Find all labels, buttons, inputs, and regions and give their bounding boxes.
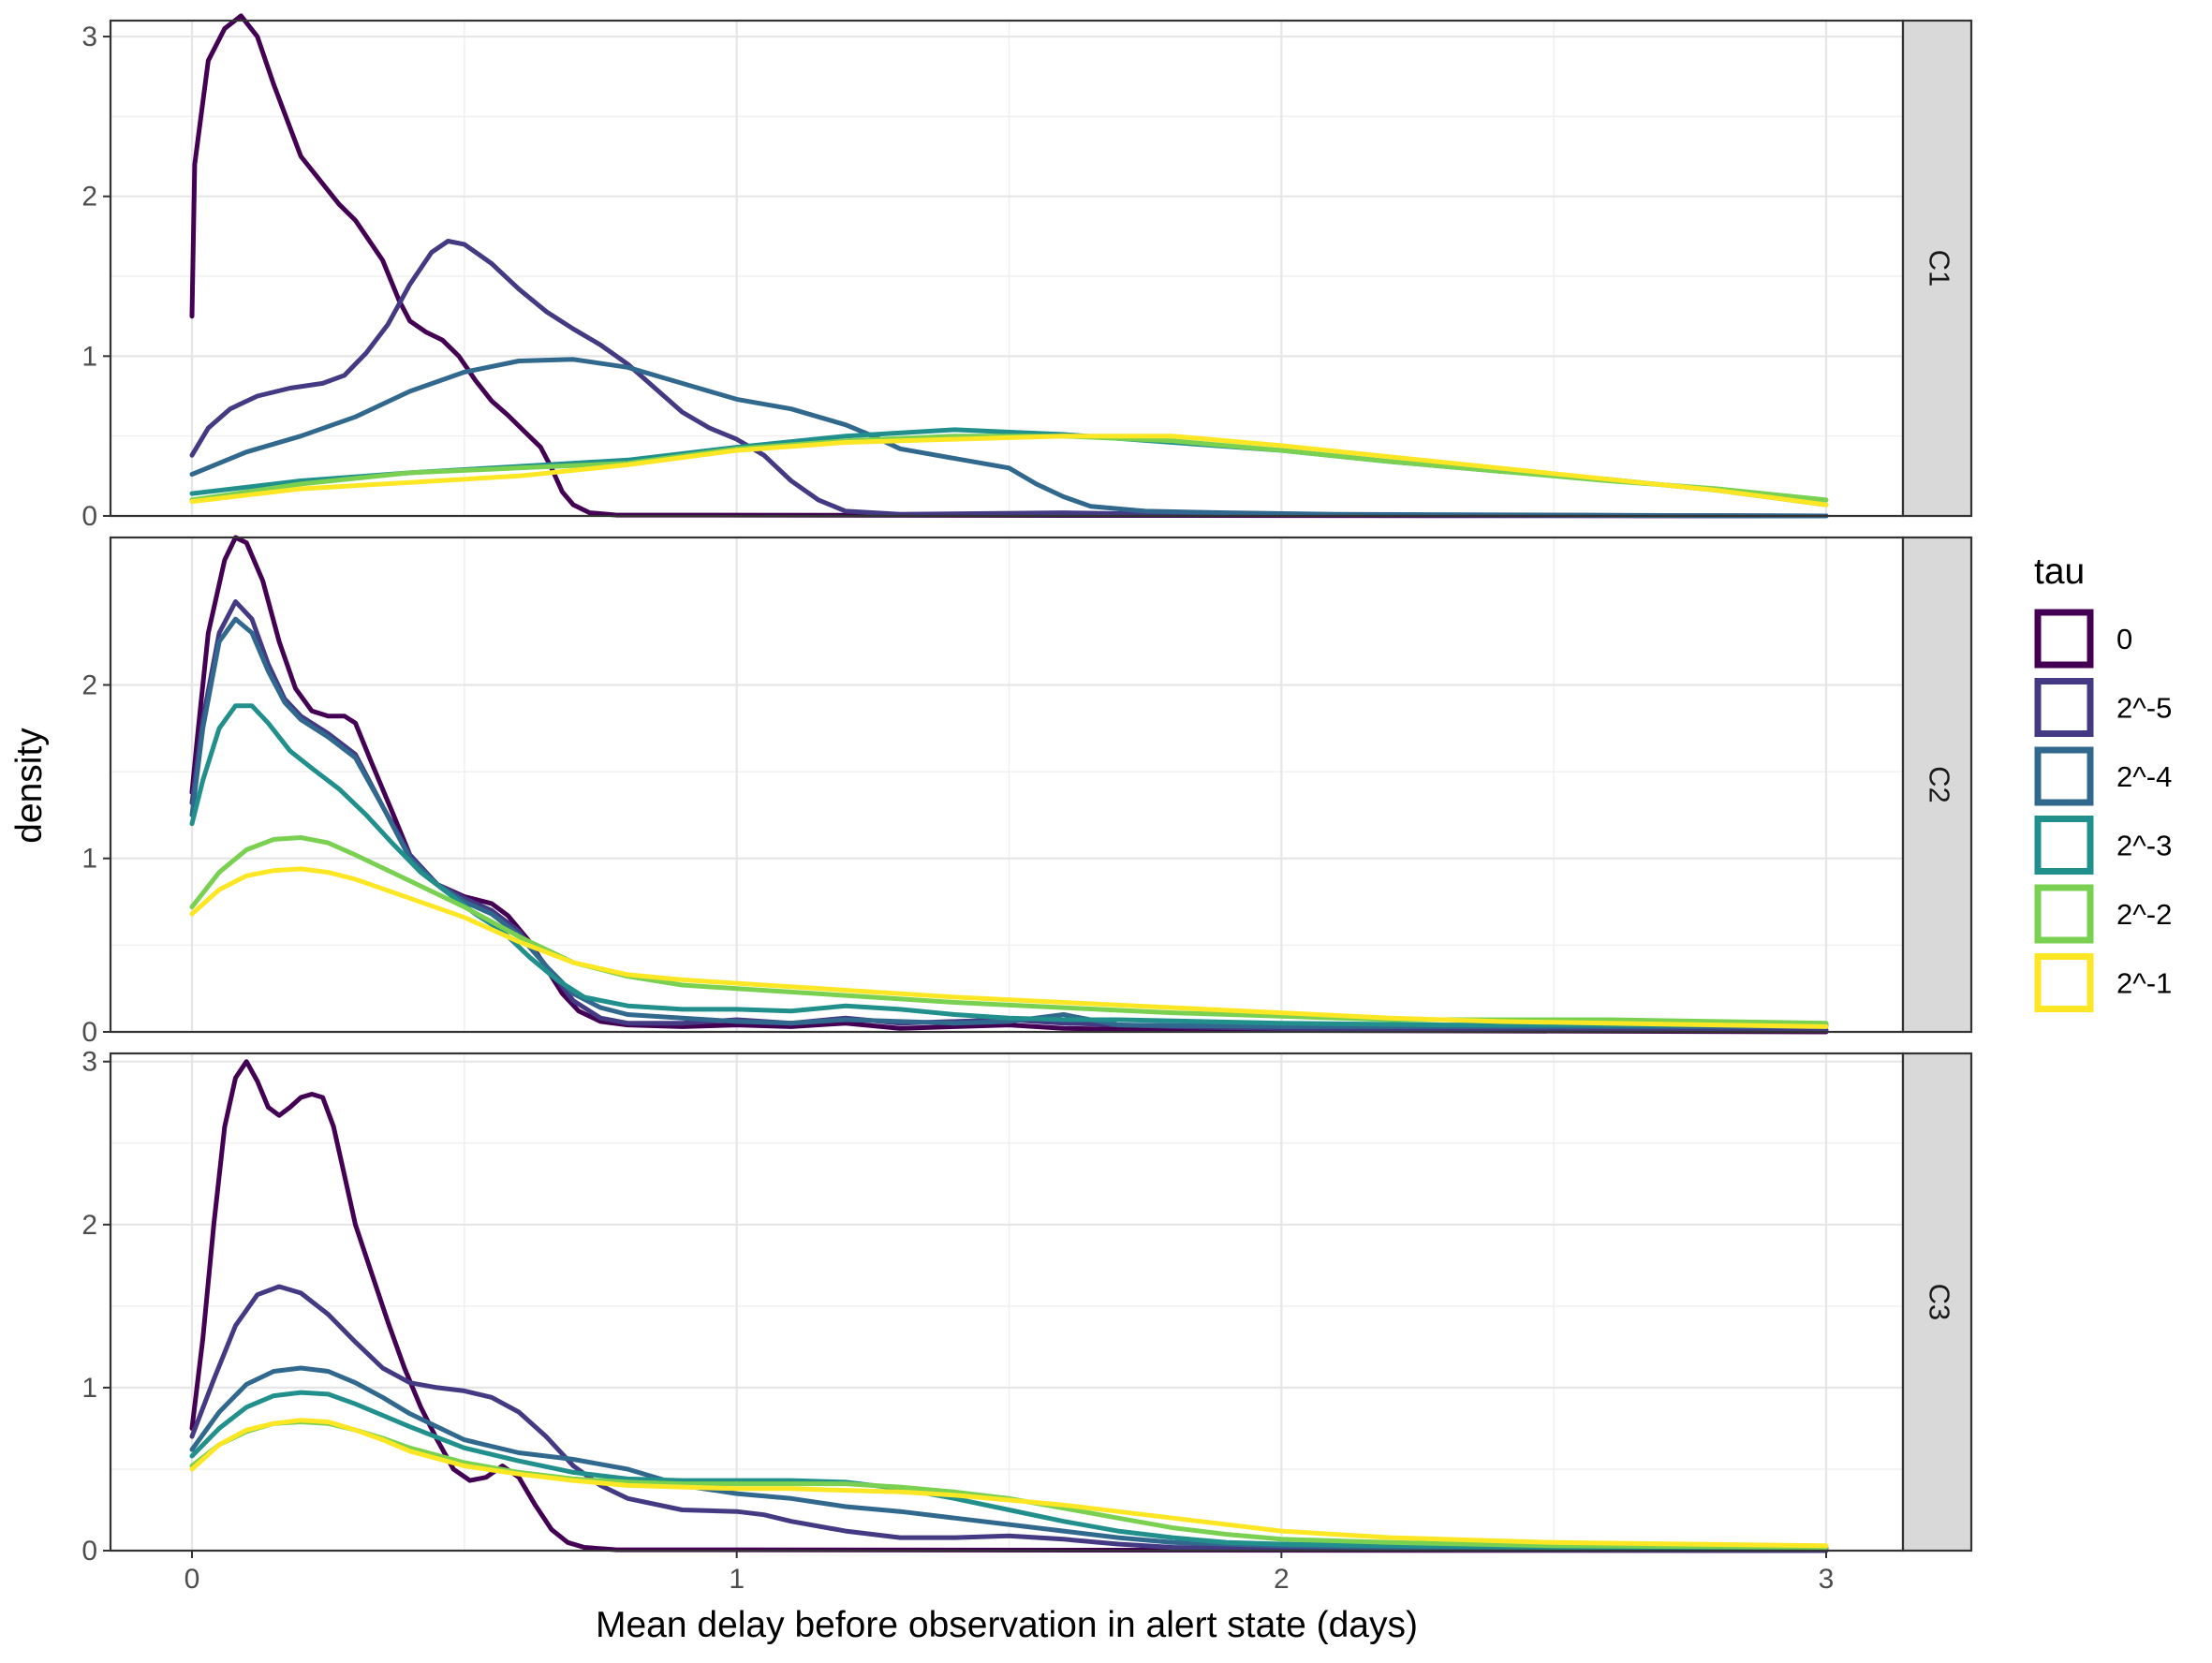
x-tick-label: 0 [184,1564,200,1595]
facet-strip-label: C3 [1923,1284,1955,1321]
legend-label-2^-5: 2^-5 [2116,692,2172,725]
facet-strip-label: C1 [1923,250,1955,287]
y-tick-label: 3 [81,22,97,52]
legend-title: tau [2034,552,2085,592]
panel-background [111,537,1903,1032]
y-tick-label: 0 [81,1536,97,1567]
density-line-C1-tau-2^-4 [189,357,1829,519]
legend-label-2^-1: 2^-1 [2116,967,2172,1000]
facet-strip [1901,1052,1973,1553]
panel-background [111,21,1903,516]
x-axis-title: Mean delay before observation in alert s… [596,1605,1418,1645]
facet-strip [1901,19,1973,518]
y-tick-label: 2 [81,670,97,700]
y-tick-label: 0 [81,501,97,532]
x-tick-label: 3 [1819,1564,1835,1595]
legend-key-2^-1 [2034,953,2094,1012]
facet-strip-label: C2 [1923,766,1955,803]
legend-label-2^-3: 2^-3 [2116,830,2172,862]
y-tick-label: 0 [81,1017,97,1048]
density-line-C3-tau-2^-1 [189,1418,1829,1549]
density-line-C3-tau-0 [189,1059,1829,1553]
density-line-C2-tau-2^-1 [189,866,1829,1029]
legend-label-2^-2: 2^-2 [2116,898,2172,931]
density-line-C2-tau-2^-3 [189,703,1829,1028]
legend-label-2^-4: 2^-4 [2116,760,2172,793]
density-line-C1-tau-2^-1 [189,434,1829,508]
y-tick-label: 1 [81,341,97,372]
y-tick-label: 2 [81,182,97,213]
y-tick-label: 2 [81,1210,97,1241]
x-tick-label: 2 [1274,1564,1290,1595]
legend-key-0 [2034,609,2094,669]
x-tick-label: 1 [729,1564,745,1595]
density-line-C3-tau-2^-5 [189,1284,1829,1553]
panel-background [111,1053,1903,1551]
legend-label-0: 0 [2116,623,2132,655]
y-axis-title: density [9,728,50,844]
y-tick-label: 1 [81,1373,97,1404]
y-tick-label: 3 [81,1047,97,1078]
density-line-C1-tau-0 [189,13,1829,519]
density-line-C3-tau-2^-3 [189,1390,1829,1550]
legend-key-2^-4 [2034,746,2094,806]
density-line-C1-tau-2^-5 [189,239,1829,519]
legend-key-2^-5 [2034,678,2094,737]
y-tick-label: 1 [81,844,97,875]
facet-strip [1901,536,1973,1034]
legend-key-2^-2 [2034,884,2094,944]
legend-key-2^-3 [2034,816,2094,875]
